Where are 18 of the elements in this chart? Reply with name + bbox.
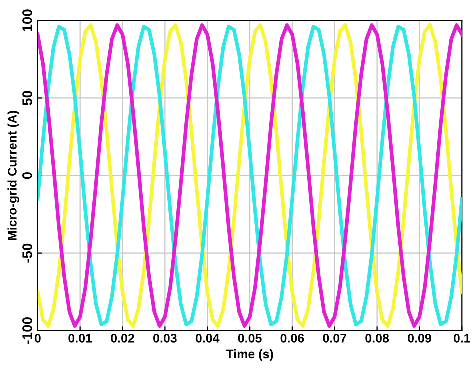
x-tick-label: 0.03 [154,334,177,343]
x-tick-label: 0.04 [196,334,220,343]
x-tick-label: 0.01 [68,334,92,343]
x-tick-label: 0.05 [238,334,262,343]
x-axis-title: Time (s) [226,349,274,362]
y-tick-label: 100 [22,10,32,32]
y-tick-label: -100 [22,318,32,344]
y-tick-label: 50 [22,91,32,106]
x-tick-label: 0.09 [408,334,432,343]
x-tick-label: 0 [34,334,41,343]
x-tick-label: 0.1 [454,334,470,343]
x-tick-label: 0.08 [366,334,390,343]
y-axis-title: Micro-grid Current (A) [8,111,20,240]
x-tick-label: 0.07 [323,334,346,343]
y-tick-label: -50 [22,244,32,263]
x-tick-label: 0.02 [111,334,134,343]
x-tick-label: 0.06 [280,334,304,343]
y-tick-label: 0 [22,172,32,180]
